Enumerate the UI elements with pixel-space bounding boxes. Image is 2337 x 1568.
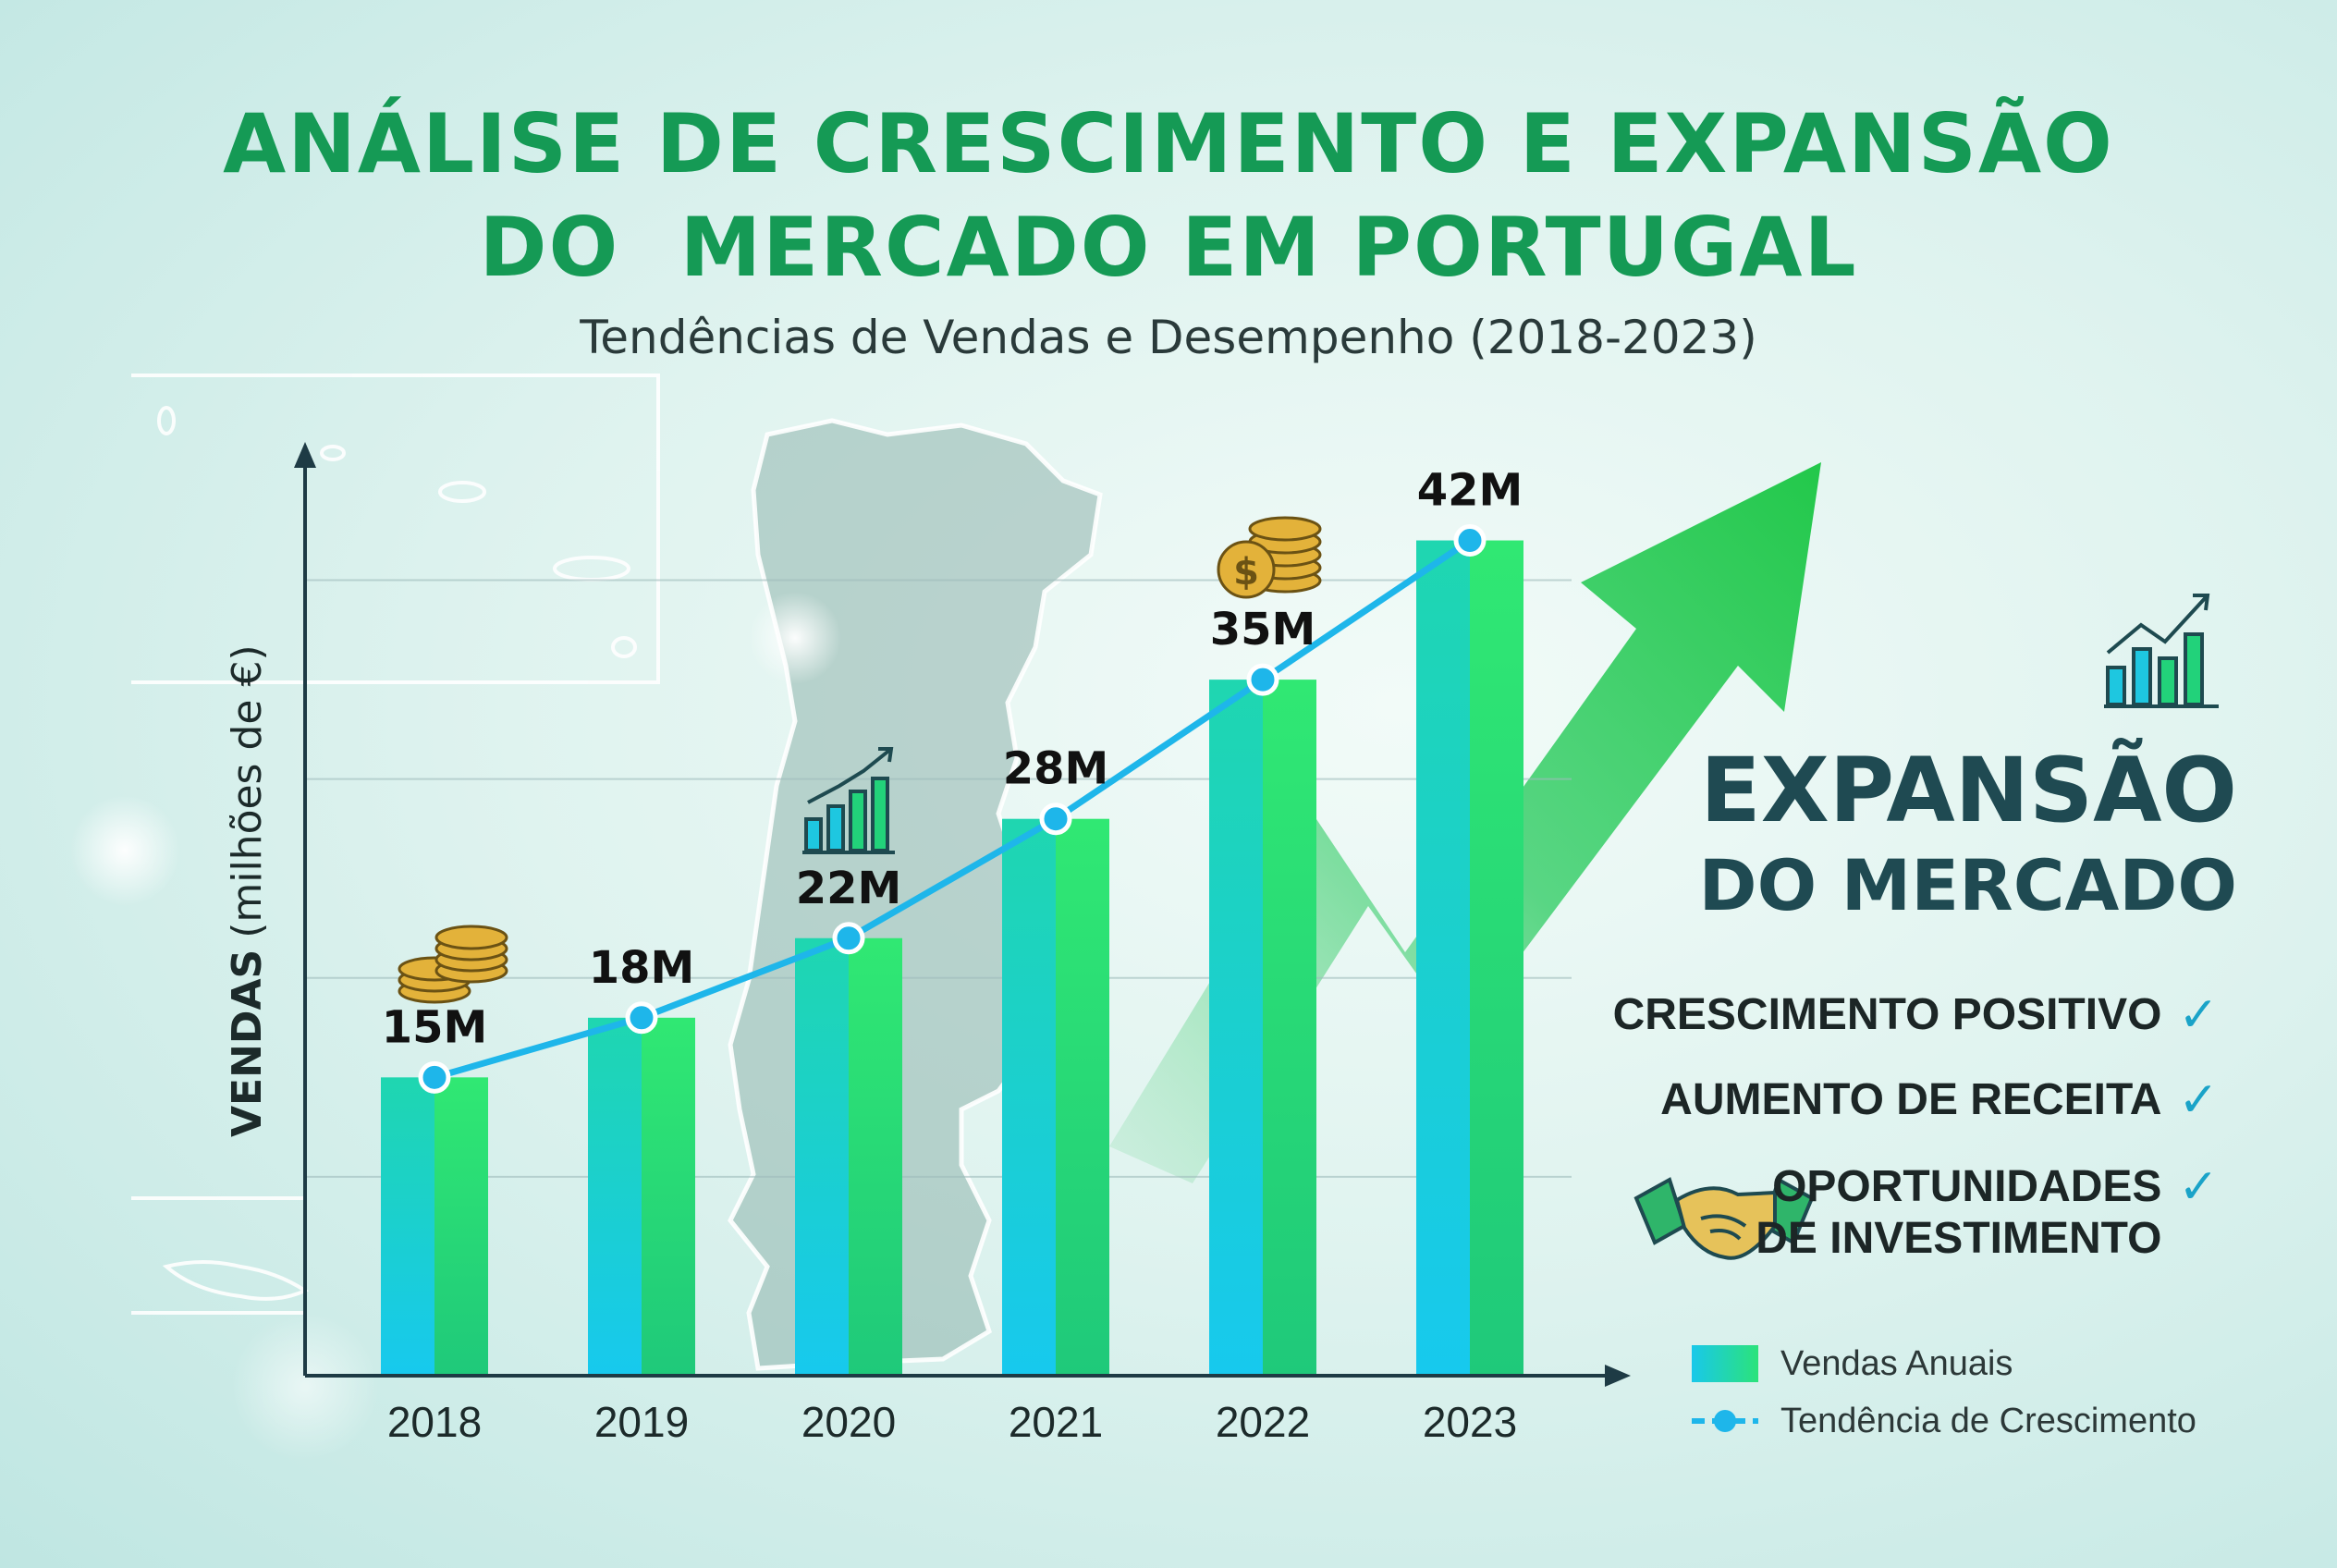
feature-oportunidades: OPORTUNIDADES DE INVESTIMENTO ✓ [1756,1161,2219,1265]
trend-point-2023 [1453,524,1487,557]
svg-text:$: $ [1233,551,1259,594]
bar-2018 [381,1077,488,1376]
title-line2: DO MERCADO EM PORTUGAL [479,200,1858,295]
data-label: 15M [382,1001,488,1053]
legend-swatch-bars [1692,1345,1758,1382]
feature-crescimento: CRESCIMENTO POSITIVO ✓ [1613,989,2219,1041]
page-subtitle: Tendências de Vendas e Desempenho (2018-… [580,311,1757,364]
x-tick-label: 2019 [594,1398,689,1446]
expansion-title: EXPANSÃO DO MERCADO [1627,740,2237,930]
bar-2021 [1002,818,1109,1376]
check-icon: ✓ [2178,1159,2219,1215]
bar-2019 [588,1017,695,1376]
trend-point-2018 [418,1060,451,1094]
data-label: 28M [1003,743,1109,795]
x-tick-label: 2022 [1216,1398,1310,1446]
legend-item-bars: Vendas Anuais [1692,1335,2196,1392]
trend-point-2019 [625,1001,658,1035]
feature-label: CRESCIMENTO POSITIVO [1612,990,2162,1039]
feature-label-line2: DE INVESTIMENTO [1756,1214,2162,1263]
legend-label: Tendência de Crescimento [1780,1401,2196,1440]
legend-label: Vendas Anuais [1780,1343,2013,1383]
grid [305,579,1572,1178]
bars [381,540,1523,1376]
title-line1: ANÁLISE DE CRESCIMENTO E EXPANSÃO [223,96,2114,191]
dollar-coins-icon: $ [1217,516,1322,599]
x-tick-label: 2018 [387,1398,482,1446]
feature-label: AUMENTO DE RECEITA [1660,1075,2162,1124]
data-label: 18M [589,942,695,994]
bar-2020 [795,937,902,1376]
legend-swatch-trend [1692,1410,1758,1432]
legend: Vendas Anuais Tendência de Crescimento [1692,1335,2196,1450]
feature-receita: AUMENTO DE RECEITA ✓ [1660,1074,2219,1126]
handshake-icon [1633,1177,1815,1260]
page-title: ANÁLISE DE CRESCIMENTO E EXPANSÃO DO MER… [0,92,2337,300]
trend-point-2021 [1039,802,1072,836]
check-icon: ✓ [2178,987,2219,1043]
bar-2022 [1209,680,1316,1376]
data-label: 35M [1210,604,1316,655]
feature-label: OPORTUNIDADES DE INVESTIMENTO [1756,1161,2161,1265]
x-tick-label: 2023 [1423,1398,1517,1446]
growth-chart-icon [802,747,895,854]
legend-item-trend: Tendência de Crescimento [1692,1392,2196,1450]
data-label: 42M [1417,465,1523,517]
expansion-title-line1: EXPANSÃO [1700,739,2237,842]
x-tick-label: 2021 [1009,1398,1103,1446]
trend-point-2020 [832,922,865,955]
coins-icon [398,925,508,1004]
islands-inset-icon [131,374,660,1315]
feature-label-line1: OPORTUNIDADES [1772,1162,2162,1211]
y-axis-label-rest: (milhões de €) [224,644,271,937]
check-icon: ✓ [2178,1072,2219,1128]
trend-line [418,524,1487,1094]
x-tick-label: 2020 [801,1398,896,1446]
trend-line-path [434,537,1472,1081]
axes [294,442,1631,1387]
data-labels: 15M 18M 22M 28M 35M 42M [382,465,1523,1054]
x-axis-ticks: 2018 2019 2020 2021 2022 2023 [387,1398,1517,1446]
expansion-title-line2: DO MERCADO [1698,844,2237,926]
trend-point-2022 [1246,663,1279,696]
y-axis-label: VENDAS (milhões de €) [224,644,271,1137]
y-axis-label-bold: VENDAS [224,949,271,1137]
trend-chart-icon [2104,594,2219,708]
bar-2023 [1416,540,1523,1376]
data-label: 22M [796,863,902,914]
